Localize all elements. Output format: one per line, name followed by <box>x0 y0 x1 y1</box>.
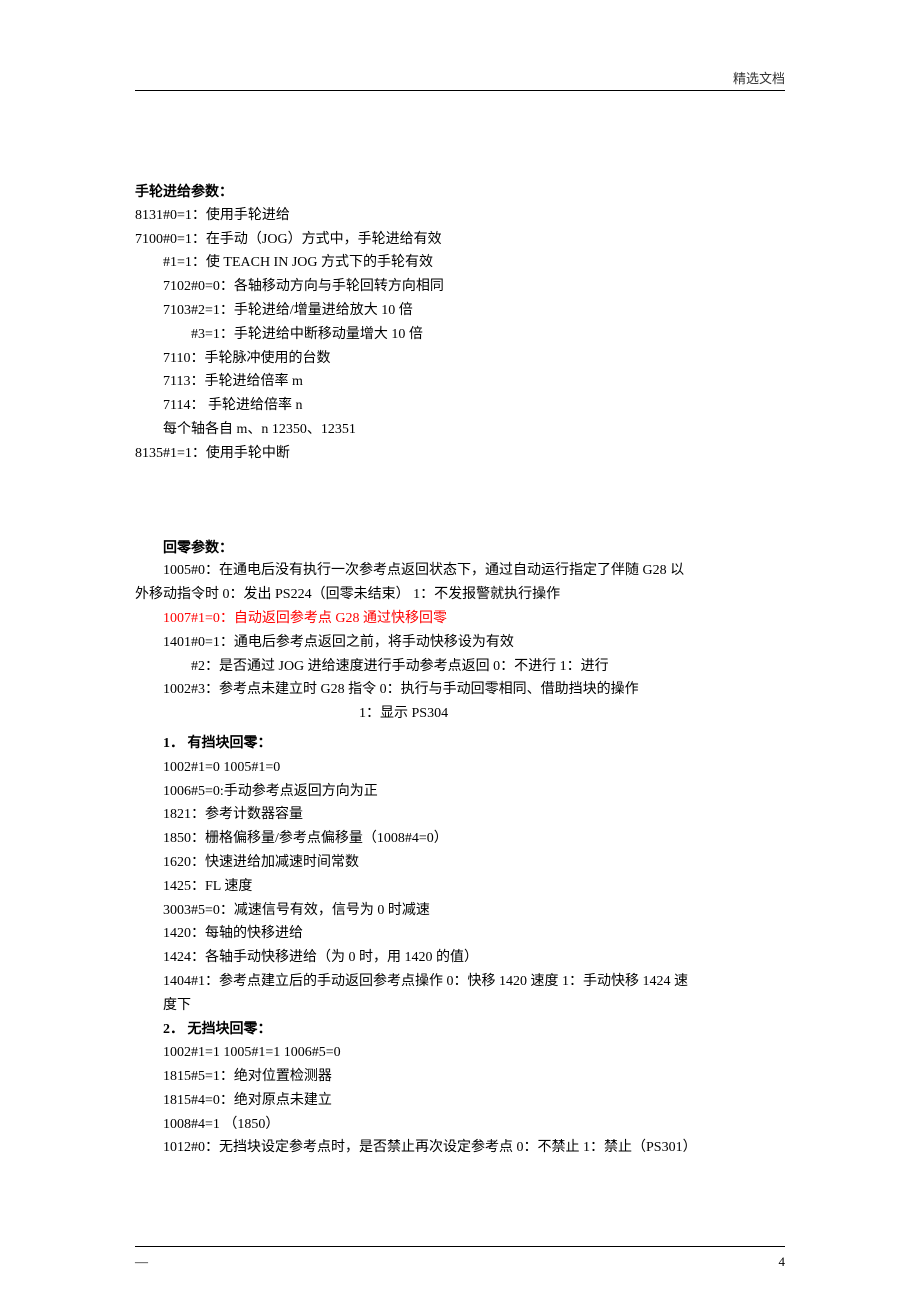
page-number: 4 <box>779 1254 786 1270</box>
sub1-line: 1420：每轴的快移进给 <box>135 922 785 946</box>
sub1-line: 1006#5=0:手动参考点返回方向为正 <box>135 780 785 804</box>
sub1-line: 1821：参考计数器容量 <box>135 803 785 827</box>
section1-line: 7110：手轮脉冲使用的台数 <box>135 347 785 371</box>
sub1-line: 1850：栅格偏移量/参考点偏移量（1008#4=0） <box>135 827 785 851</box>
section1-title: 手轮进给参数： <box>135 180 785 204</box>
section1-line: 每个轴各自 m、n 12350、12351 <box>135 418 785 442</box>
sub2-line: 1012#0：无挡块设定参考点时，是否禁止再次设定参考点 0：不禁止 1：禁止（… <box>135 1136 785 1160</box>
header-right-label: 精选文档 <box>733 68 785 87</box>
section1-line: 7100#0=1：在手动（JOG）方式中，手轮进给有效 <box>135 228 785 252</box>
sub2-line: 1008#4=1 （1850） <box>135 1113 785 1137</box>
section1-line: 8135#1=1：使用手轮中断 <box>135 442 785 466</box>
section2-line: 1002#3：参考点未建立时 G28 指令 0：执行与手动回零相同、借助挡块的操… <box>135 678 785 702</box>
sub2-line: 1815#5=1：绝对位置检测器 <box>135 1065 785 1089</box>
sub1-line: 度下 <box>135 994 785 1018</box>
section2-line: #2：是否通过 JOG 进给速度进行手动参考点返回 0：不进行 1：进行 <box>135 655 785 679</box>
sub2-line: 1002#1=1 1005#1=1 1006#5=0 <box>135 1041 785 1065</box>
sub1-line: 1620：快速进给加减速时间常数 <box>135 851 785 875</box>
sub1-line: 1425：FL 速度 <box>135 875 785 899</box>
section2-line: 外移动指令时 0：发出 PS224（回零未结束） 1：不发报警就执行操作 <box>135 583 785 607</box>
section1-line: 7102#0=0：各轴移动方向与手轮回转方向相同 <box>135 275 785 299</box>
sub1-line: 1404#1：参考点建立后的手动返回参考点操作 0：快移 1420 速度 1：手… <box>135 970 785 994</box>
section1-line: 7113：手轮进给倍率 m <box>135 370 785 394</box>
footer-divider <box>135 1246 785 1247</box>
section1-line: 7114： 手轮进给倍率 n <box>135 394 785 418</box>
sub1-line: 3003#5=0：减速信号有效，信号为 0 时减速 <box>135 899 785 923</box>
page-content: 手轮进给参数： 8131#0=1：使用手轮进给 7100#0=1：在手动（JOG… <box>135 180 785 1160</box>
footer-dash: — <box>135 1254 148 1270</box>
sub2-title: 2． 无挡块回零： <box>135 1018 785 1042</box>
section1-line: 7103#2=1：手轮进给/增量进给放大 10 倍 <box>135 299 785 323</box>
header-divider <box>135 90 785 91</box>
section1-line: 8131#0=1：使用手轮进给 <box>135 204 785 228</box>
sub1-line: 1424：各轴手动快移进给（为 0 时，用 1420 的值） <box>135 946 785 970</box>
section1-line: #1=1：使 TEACH IN JOG 方式下的手轮有效 <box>135 251 785 275</box>
sub2-line: 1815#4=0：绝对原点未建立 <box>135 1089 785 1113</box>
sub1-title: 1． 有挡块回零： <box>135 732 785 756</box>
section2-line: 1401#0=1：通电后参考点返回之前，将手动快移设为有效 <box>135 631 785 655</box>
sub1-line: 1002#1=0 1005#1=0 <box>135 756 785 780</box>
section2-line: 1005#0：在通电后没有执行一次参考点返回状态下，通过自动运行指定了伴随 G2… <box>135 559 785 583</box>
section2-line: 1：显示 PS304 <box>135 702 785 726</box>
section2-title: 回零参数： <box>135 536 785 560</box>
section1-line: #3=1：手轮进给中断移动量增大 10 倍 <box>135 323 785 347</box>
section2-line-red: 1007#1=0：自动返回参考点 G28 通过快移回零 <box>135 607 785 631</box>
